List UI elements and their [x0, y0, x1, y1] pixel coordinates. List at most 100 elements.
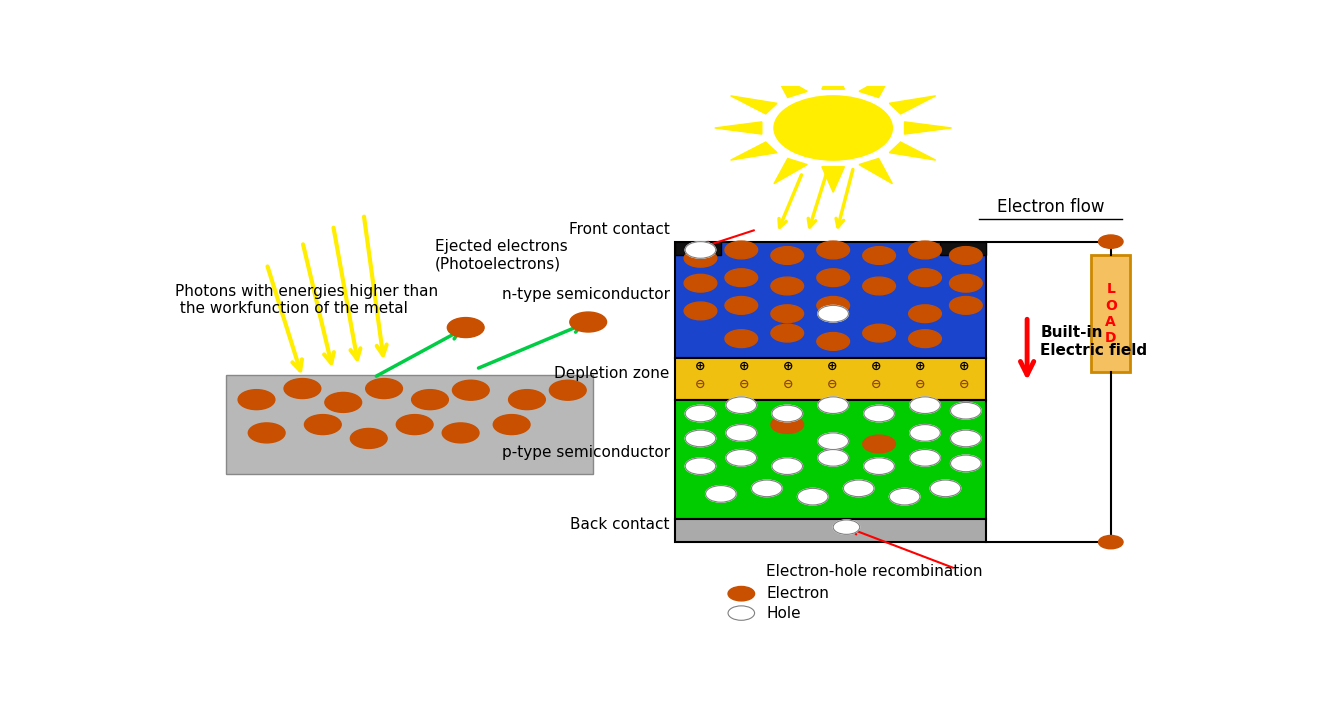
Circle shape — [570, 312, 607, 332]
Circle shape — [951, 430, 981, 446]
Circle shape — [863, 324, 896, 342]
Circle shape — [817, 269, 849, 287]
Bar — [674, 358, 986, 400]
Polygon shape — [731, 142, 777, 160]
Circle shape — [728, 606, 755, 621]
Text: Front contact: Front contact — [569, 222, 670, 237]
Text: L
O
A
D: L O A D — [1105, 282, 1117, 345]
Circle shape — [724, 297, 757, 314]
Circle shape — [752, 480, 782, 497]
Circle shape — [494, 415, 529, 435]
Circle shape — [817, 241, 849, 258]
Circle shape — [834, 520, 860, 534]
Circle shape — [818, 433, 848, 449]
Circle shape — [685, 458, 716, 474]
Circle shape — [770, 324, 803, 342]
Text: ⊖: ⊖ — [739, 378, 749, 391]
Circle shape — [910, 449, 940, 466]
Polygon shape — [774, 158, 807, 184]
Circle shape — [864, 458, 894, 474]
Circle shape — [770, 415, 803, 433]
Circle shape — [950, 297, 982, 314]
Text: ⊕: ⊕ — [871, 360, 881, 373]
Circle shape — [396, 415, 433, 435]
Circle shape — [909, 241, 942, 258]
Circle shape — [284, 379, 321, 399]
Circle shape — [930, 480, 961, 497]
Bar — [674, 400, 986, 519]
Circle shape — [350, 428, 387, 449]
Circle shape — [724, 330, 757, 348]
Circle shape — [724, 269, 757, 287]
Circle shape — [818, 397, 848, 413]
Circle shape — [448, 318, 485, 338]
Text: n-type semiconductor: n-type semiconductor — [502, 287, 670, 302]
Circle shape — [1098, 536, 1123, 549]
Text: Ejected electrons
(Photoelectrons): Ejected electrons (Photoelectrons) — [435, 239, 568, 271]
Circle shape — [685, 405, 716, 422]
Circle shape — [950, 274, 982, 292]
Circle shape — [889, 488, 919, 505]
Circle shape — [728, 587, 755, 601]
Circle shape — [726, 425, 756, 441]
Circle shape — [909, 330, 942, 348]
Polygon shape — [859, 72, 893, 97]
Bar — [940, 242, 986, 256]
Circle shape — [508, 390, 545, 410]
Text: ⊖: ⊖ — [959, 378, 969, 391]
Bar — [1092, 256, 1130, 372]
Polygon shape — [905, 122, 952, 134]
Text: Depletion zone: Depletion zone — [554, 366, 670, 381]
Text: Back contact: Back contact — [570, 517, 670, 532]
Text: Hole: Hole — [766, 606, 802, 621]
Text: ⊕: ⊕ — [784, 360, 794, 373]
Circle shape — [951, 455, 981, 472]
Circle shape — [685, 242, 716, 258]
Circle shape — [453, 380, 489, 400]
Circle shape — [910, 425, 940, 441]
Text: ⊖: ⊖ — [827, 378, 838, 391]
Circle shape — [910, 397, 940, 413]
Circle shape — [366, 379, 403, 399]
Bar — [674, 242, 720, 256]
Circle shape — [726, 397, 756, 413]
Text: ⊖: ⊖ — [871, 378, 881, 391]
Text: ⊖: ⊖ — [695, 378, 706, 391]
Polygon shape — [889, 142, 935, 160]
Polygon shape — [774, 72, 807, 97]
Circle shape — [909, 269, 942, 287]
Circle shape — [770, 247, 803, 264]
Circle shape — [685, 430, 716, 446]
Circle shape — [770, 277, 803, 295]
Circle shape — [684, 249, 716, 267]
Circle shape — [797, 488, 828, 505]
Circle shape — [863, 277, 896, 295]
Circle shape — [726, 449, 756, 466]
Text: Electron flow: Electron flow — [997, 198, 1105, 216]
Polygon shape — [822, 167, 844, 192]
Text: ⊖: ⊖ — [915, 378, 925, 391]
Circle shape — [950, 247, 982, 264]
Polygon shape — [859, 158, 893, 184]
Circle shape — [238, 390, 275, 410]
Circle shape — [843, 480, 874, 497]
Polygon shape — [715, 122, 761, 134]
Text: Electron-hole recombination: Electron-hole recombination — [765, 564, 982, 579]
Polygon shape — [822, 63, 844, 89]
Circle shape — [863, 247, 896, 264]
Circle shape — [817, 333, 849, 351]
Circle shape — [863, 435, 896, 453]
Text: Electron: Electron — [766, 586, 830, 601]
Circle shape — [724, 241, 757, 258]
Circle shape — [304, 415, 341, 435]
Circle shape — [1098, 235, 1123, 248]
Circle shape — [684, 302, 716, 320]
Circle shape — [909, 305, 942, 323]
Circle shape — [684, 274, 716, 292]
Polygon shape — [889, 96, 935, 114]
Text: ⊕: ⊕ — [915, 360, 925, 373]
Circle shape — [864, 405, 894, 422]
Text: ⊕: ⊕ — [959, 360, 969, 373]
Text: ⊕: ⊕ — [827, 360, 838, 373]
Circle shape — [249, 423, 284, 443]
